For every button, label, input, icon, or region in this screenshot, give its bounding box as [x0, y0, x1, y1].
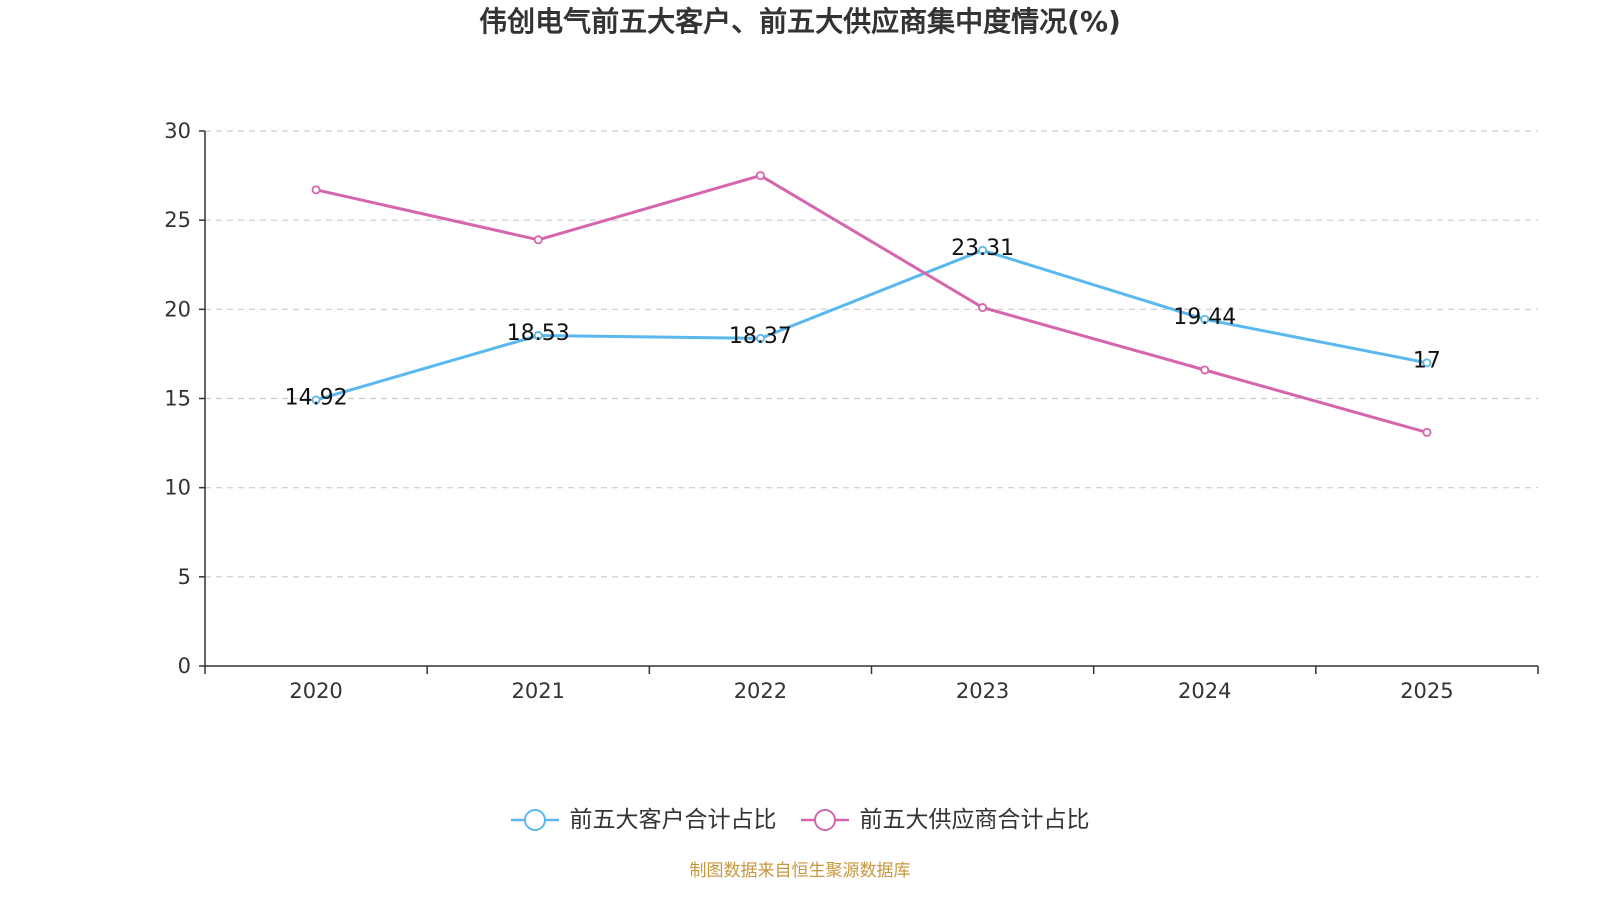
data-points — [311, 171, 1432, 437]
customers-data-point-2021 — [533, 331, 543, 341]
suppliers-data-point-2020 — [311, 185, 321, 195]
y-tick-label: 0 — [178, 654, 191, 678]
customers-data-point-2020 — [311, 395, 321, 405]
suppliers-data-point-2024 — [1200, 365, 1210, 375]
suppliers-data-point-2025 — [1422, 427, 1432, 437]
customers-data-label-2021: 18.53 — [507, 321, 570, 346]
y-tick-label: 15 — [164, 387, 191, 411]
customers-data-label-2025: 17 — [1413, 348, 1441, 373]
suppliers-data-point-2021 — [533, 235, 543, 245]
customers-data-label-2020: 14.92 — [285, 385, 348, 410]
customers-data-label-2022: 18.37 — [729, 324, 792, 349]
legend-item-suppliers[interactable]: 前五大供应商合计占比 — [800, 804, 1090, 836]
gridlines — [205, 130, 1538, 578]
y-tick-label: 10 — [164, 476, 191, 500]
legend-marker-customers — [510, 809, 559, 831]
y-tick-label: 25 — [164, 208, 191, 232]
x-tick-label-2023: 2023 — [956, 679, 1009, 703]
suppliers-line — [314, 174, 1429, 434]
x-tick-label-2021: 2021 — [512, 679, 565, 703]
legend-label-suppliers: 前五大供应商合计占比 — [859, 807, 1090, 833]
legend-circle-swatch — [813, 809, 836, 831]
suppliers-data-point-2023 — [978, 303, 988, 313]
customers-data-label-2024: 19.44 — [1173, 305, 1236, 330]
legend-item-customers[interactable]: 前五大客户合计占比 — [510, 804, 777, 836]
data-labels: 14.92 18.53 18.37 23.31 19.44 17 — [285, 236, 1441, 411]
x-tick-label-2024: 2024 — [1178, 679, 1231, 703]
y-tick-label: 5 — [178, 565, 191, 589]
legend-marker-suppliers — [800, 809, 849, 831]
suppliers-data-point-2022 — [755, 171, 765, 181]
data-source-note: 制图数据来自恒生聚源数据库 — [689, 861, 911, 881]
customers-data-label-2023: 23.31 — [951, 236, 1014, 261]
y-tick-label: 20 — [164, 297, 191, 321]
chart-title: 伟创电气前五大客户、前五大供应商集中度情况(%) — [479, 5, 1121, 38]
customers-line — [314, 248, 1429, 402]
legend-label-customers: 前五大客户合计占比 — [569, 807, 777, 833]
series-lines — [314, 174, 1429, 434]
chart-legend: 前五大客户合计占比 前五大供应商合计占比 — [0, 804, 1600, 836]
customers-data-point-2024 — [1200, 314, 1210, 324]
x-tick-label-2020: 2020 — [289, 679, 342, 703]
customers-data-point-2023 — [978, 245, 988, 255]
x-tick-label-2025: 2025 — [1400, 679, 1453, 703]
legend-circle-swatch — [523, 809, 546, 831]
customers-data-point-2025 — [1422, 358, 1432, 368]
customers-data-point-2022 — [755, 333, 765, 343]
y-tick-label: 30 — [164, 119, 191, 143]
x-tick-label-2022: 2022 — [734, 679, 787, 703]
